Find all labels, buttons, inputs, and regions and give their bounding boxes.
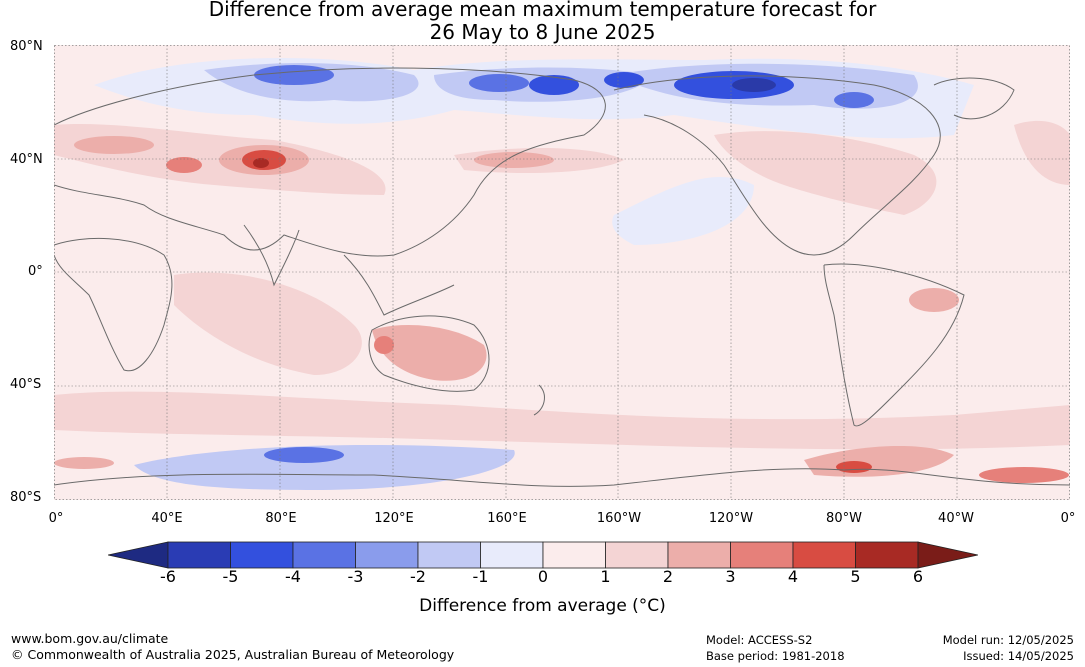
lon-label-40e: 40°E (151, 511, 183, 526)
hot-antarctic (836, 461, 872, 473)
colorbar-cell (792, 541, 856, 569)
colorbar-tick-label: -5 (222, 567, 239, 586)
colorbar-cell (292, 541, 356, 569)
lat-label-0: 0° (28, 264, 43, 279)
hot-antarctic-east (979, 467, 1069, 483)
footer-model-run: Model run: 12/05/2025 (942, 633, 1074, 647)
colorbar-tick-label: -1 (472, 567, 489, 586)
warm-indian-ocean (174, 272, 362, 375)
lon-label-80w: 80°W (826, 511, 862, 526)
colorbar-cell (605, 541, 669, 569)
coast-nz (533, 384, 545, 416)
warm-antarctic (804, 445, 954, 477)
coast-samerica (823, 263, 965, 427)
hot-patch-pacific (474, 152, 554, 168)
colorbar-cell (855, 541, 919, 569)
coast-greenland (933, 77, 1015, 120)
lat-label-80s: 80°S (10, 490, 42, 505)
lon-label-0: 0° (48, 511, 64, 526)
lat-label-40s: 40°S (10, 377, 42, 392)
cold-core-asia3 (529, 75, 579, 95)
colorbar-tick-label: 6 (912, 567, 924, 586)
colorbar (108, 541, 978, 569)
hot-australia (374, 336, 394, 354)
colorbar-cell (417, 541, 481, 569)
lon-label-80e: 80°E (265, 511, 297, 526)
cool-antarctic (134, 445, 515, 490)
cold-core-antarctic (264, 447, 344, 463)
colorbar-extend-low (108, 541, 169, 569)
lat-label-40n: 40°N (10, 152, 43, 167)
lon-label-0-east: 0° (1060, 511, 1076, 526)
lat-label-80n: 80°N (10, 39, 43, 54)
coast-india (243, 224, 300, 287)
lon-label-40w: 40°W (938, 511, 974, 526)
colorbar-tick-label: -6 (160, 567, 176, 586)
colorbar-cell (230, 541, 294, 569)
footer-base-period: Base period: 1981-2018 (706, 649, 845, 663)
coast-namerica (613, 75, 941, 256)
coast-australia (368, 315, 490, 392)
footer-issued: Issued: 14/05/2025 (963, 649, 1074, 663)
coastlines (54, 67, 1070, 487)
cold-core-asia2 (469, 74, 529, 92)
anomaly-fields (54, 58, 1070, 490)
colorbar-tick-label: 1 (600, 567, 611, 586)
warm-australia (372, 325, 487, 381)
warm-samerica (909, 288, 959, 312)
colorbar-tick-label: 5 (850, 567, 861, 586)
colorbar-tick-label: -4 (285, 567, 301, 586)
coast-antarctica (54, 468, 1070, 487)
coast-africa (54, 238, 173, 372)
lon-label-160e: 160°E (487, 511, 527, 526)
colorbar-tick-label: 3 (725, 567, 736, 586)
colorbar-cell (542, 541, 606, 569)
map-canvas (54, 45, 1070, 500)
cold-core-asia1 (254, 65, 334, 85)
warm-antarctic-west (54, 457, 114, 469)
colorbar-cell (480, 541, 544, 569)
colorbar-cell (355, 541, 419, 569)
hot-patch-med (74, 136, 154, 154)
lon-label-120w: 120°W (708, 511, 754, 526)
map-frame (54, 45, 1070, 500)
warm-band-europe (1014, 120, 1070, 185)
colorbar-tick-label: -2 (410, 567, 426, 586)
warm-southern-band (54, 391, 1070, 450)
hot-core-asia4 (253, 158, 269, 168)
colorbar-cell (167, 541, 231, 569)
colorbar-tick-label: 2 (662, 567, 674, 586)
colorbar-tick-label: 4 (787, 567, 799, 586)
cold-core-canada3 (834, 92, 874, 108)
footer-model: Model: ACCESS-S2 (706, 633, 813, 647)
colorbar-tick-label: -3 (347, 567, 364, 586)
chart-title-line2: 26 May to 8 June 2025 (429, 20, 656, 44)
footer-copyright: © Commonwealth of Australia 2025, Austra… (11, 647, 455, 662)
cold-core-alaska (604, 72, 644, 88)
chart-title-line1: Difference from average mean maximum tem… (208, 0, 877, 21)
colorbar-cell (667, 541, 731, 569)
warm-band-namerica (714, 131, 937, 215)
coast-eurasia (54, 67, 606, 257)
colorbar-label: Difference from average (°C) (419, 596, 666, 616)
colorbar-extend-high (917, 541, 978, 569)
cool-eastpacific (612, 176, 754, 245)
lon-label-120e: 120°E (374, 511, 414, 526)
coast-seasia (343, 254, 455, 316)
lon-label-160w: 160°W (596, 511, 642, 526)
graticule (54, 45, 1070, 500)
footer-url: www.bom.gov.au/climate (11, 631, 169, 646)
hot-core-asia2 (166, 157, 202, 173)
colorbar-tick-label: 0 (537, 567, 549, 586)
colorbar-cell (730, 541, 794, 569)
cold-core-canada2 (732, 78, 776, 92)
temperature-anomaly-map (54, 45, 1070, 500)
